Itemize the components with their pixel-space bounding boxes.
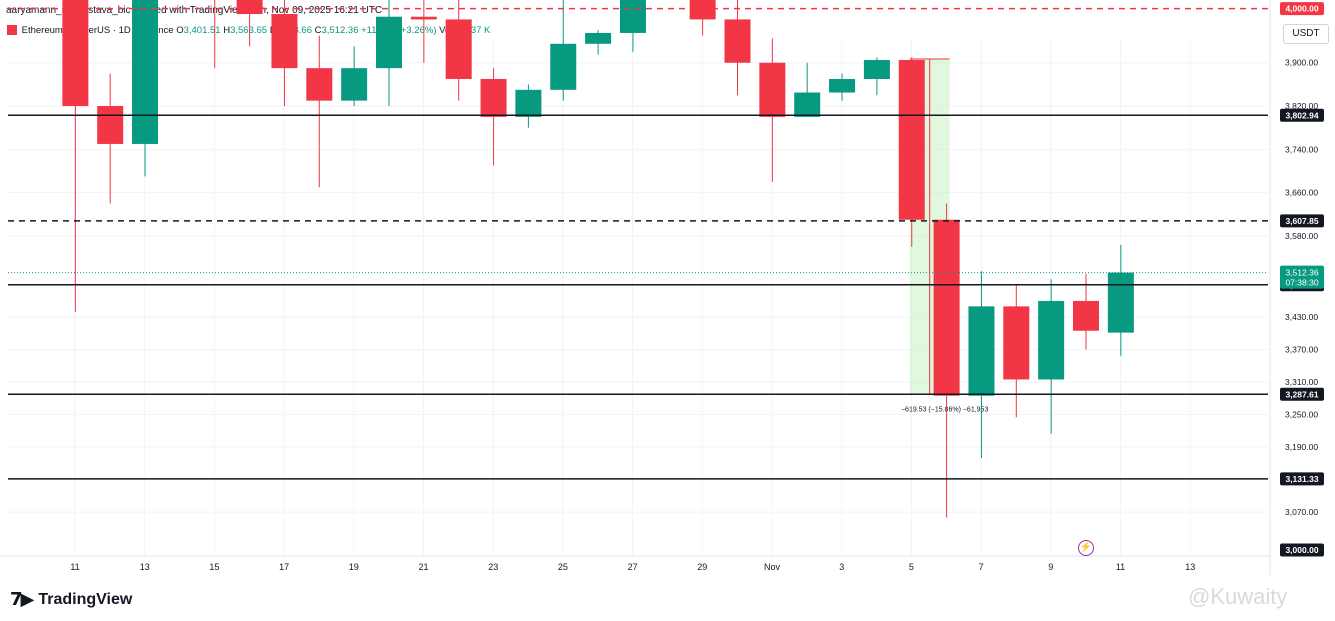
candle-body: [236, 0, 263, 15]
candle-body: [689, 0, 716, 20]
last-price-label: 3,512.36: [1285, 268, 1318, 278]
price-tick-label: 3,370.00: [1285, 345, 1318, 355]
price-tick-label: 3,250.00: [1285, 410, 1318, 420]
measure-label: −619.53 (−15.86%) −61,953: [901, 406, 988, 413]
price-level-label: 3,000.00: [1285, 545, 1318, 555]
price-level-label: 3,131.33: [1285, 474, 1318, 484]
price-tick-label: 3,900.00: [1285, 58, 1318, 68]
date-tick-label: 7: [979, 562, 984, 572]
candle-body: [341, 68, 368, 101]
candle-body: [410, 16, 437, 20]
date-tick-label: 29: [697, 562, 707, 572]
candle-body: [585, 32, 612, 44]
date-tick-label: 3: [839, 562, 844, 572]
date-tick-label: 23: [488, 562, 498, 572]
candle-body: [794, 92, 821, 117]
price-level-badge: [1280, 472, 1324, 486]
currency-button[interactable]: USDT: [1283, 24, 1329, 44]
date-tick-label: 19: [349, 562, 359, 572]
candle-body: [515, 89, 542, 117]
price-tick-label: 3,190.00: [1285, 442, 1318, 452]
tradingview-logo-icon: 𝟳▶: [10, 589, 34, 609]
price-level-badge: [1280, 543, 1324, 557]
price-level-label: 3,802.94: [1285, 110, 1318, 120]
price-level-label: 3,607.85: [1285, 216, 1318, 226]
price-tick-label: 3,740.00: [1285, 144, 1318, 154]
date-tick-label: 15: [209, 562, 219, 572]
candle-body: [480, 78, 507, 117]
candle-body: [550, 43, 577, 90]
candle-body: [863, 60, 890, 79]
candle-body: [271, 14, 298, 69]
legend-high: 3,563.65: [230, 25, 268, 36]
price-level-label: 3,287.61: [1285, 389, 1318, 399]
date-tick-label: 21: [418, 562, 428, 572]
last-price-badge: [1280, 265, 1324, 289]
candle-body: [619, 0, 646, 33]
price-level-label: 4,000.00: [1285, 4, 1318, 14]
candle-body: [306, 68, 333, 101]
date-tick-label: Nov: [764, 562, 781, 572]
date-tick-label: 11: [70, 562, 79, 572]
candle-body: [1003, 306, 1030, 380]
legend-symbol[interactable]: Ethereum / TetherUS · 1D · Binance: [21, 25, 174, 36]
candle-body: [376, 16, 402, 69]
price-level-badge: [1280, 2, 1324, 16]
price-tick-label: 3,580.00: [1285, 231, 1318, 241]
tradingview-brand: 𝟳▶ TradingView: [10, 589, 133, 609]
price-level-badge: [1280, 214, 1324, 228]
chart-credit: aaryamann_shrivastava_bic created with T…: [6, 5, 383, 16]
price-tick-label: 3,660.00: [1285, 188, 1318, 198]
price-tick-label: 3,310.00: [1285, 377, 1318, 387]
legend-close: 3,512.36: [321, 25, 359, 36]
candle-body: [829, 78, 856, 93]
price-tick-label: 3,430.00: [1285, 312, 1318, 322]
date-tick-label: 5: [909, 562, 914, 572]
candle-body: [445, 19, 472, 79]
date-tick-label: 13: [1185, 562, 1195, 572]
date-tick-label: 25: [558, 562, 568, 572]
watermark: @Kuwaity: [1188, 584, 1288, 609]
candle-body: [759, 62, 786, 117]
exchange-icon: [7, 25, 17, 36]
date-tick-label: 27: [628, 562, 638, 572]
candle-body: [898, 60, 925, 220]
candle-body: [724, 19, 751, 63]
candle-body: [62, 0, 89, 107]
price-tick-label: 3,820.00: [1285, 101, 1318, 111]
price-level-badge: [1280, 387, 1324, 401]
price-tick-label: 3,070.00: [1285, 507, 1318, 517]
date-tick-label: 11: [1116, 562, 1125, 572]
candle-body: [933, 219, 960, 396]
date-tick-label: 17: [279, 562, 289, 572]
legend-open: 3,401.51: [183, 25, 221, 36]
event-flash-icon[interactable]: ⚡: [1078, 540, 1094, 556]
candle-body: [1038, 300, 1065, 380]
candle-body: [132, 0, 159, 144]
candle-body: [97, 106, 124, 144]
countdown-label: 07:38:30: [1285, 278, 1318, 288]
date-tick-label: 13: [140, 562, 150, 572]
price-level-badge: [1280, 108, 1324, 122]
candle-body: [1073, 300, 1099, 331]
date-tick-label: 9: [1048, 562, 1053, 572]
candle-body: [968, 306, 995, 396]
candle-body: [1107, 272, 1134, 333]
